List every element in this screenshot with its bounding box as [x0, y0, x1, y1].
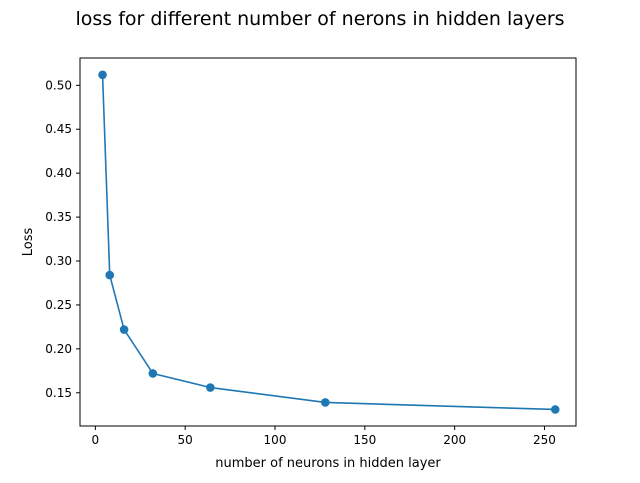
loss-point [321, 398, 330, 407]
x-tick-label: 150 [353, 433, 376, 447]
y-axis-label: Loss [21, 228, 36, 257]
chart-title: loss for different number of nerons in h… [75, 8, 564, 30]
loss-point [105, 270, 115, 280]
x-tick-label: 200 [443, 433, 466, 447]
plot-frame [79, 57, 577, 427]
y-tick-label: 0.50 [45, 78, 72, 92]
y-tick-label: 0.25 [45, 298, 72, 312]
loss-point [148, 369, 158, 378]
series-layer [98, 70, 560, 414]
y-tick-label: 0.45 [45, 122, 72, 136]
loss-point [98, 70, 107, 80]
y-tick-label: 0.35 [45, 210, 72, 224]
x-tick-label: 50 [178, 433, 193, 447]
x-axis-label: number of neurons in hidden layer [215, 456, 441, 471]
y-axis-ticks: 0.15 0.20 0.25 0.30 0.35 0.40 0.45 0.50 [45, 78, 80, 400]
y-tick-label: 0.20 [45, 342, 72, 356]
x-axis-ticks: 0 50 100 150 200 250 [92, 426, 556, 447]
loss-point [119, 325, 129, 334]
loss-point [550, 405, 560, 414]
x-tick-label: 0 [92, 433, 100, 447]
loss-point [206, 383, 215, 392]
y-tick-label: 0.40 [45, 166, 72, 180]
y-tick-label: 0.30 [45, 254, 72, 268]
x-tick-label: 100 [264, 433, 287, 447]
y-tick-label: 0.15 [45, 386, 72, 400]
x-tick-label: 250 [533, 433, 556, 447]
